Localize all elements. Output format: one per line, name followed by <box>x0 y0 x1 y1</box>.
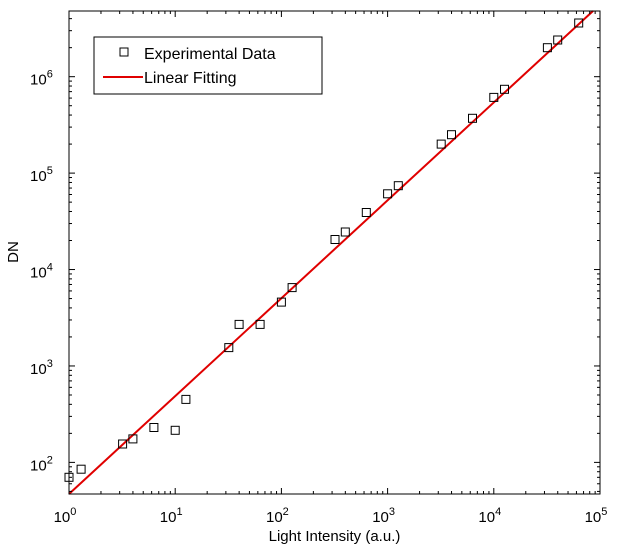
data-point <box>224 343 234 353</box>
legend: Experimental Data Linear Fitting <box>93 36 323 95</box>
data-point <box>447 130 456 140</box>
y-tick-labels: 102 103 104 105 106 <box>30 69 53 475</box>
data-point <box>276 297 286 307</box>
x-tick-label: 105 <box>585 506 608 526</box>
fit-line-layer <box>68 10 594 495</box>
data-point <box>500 84 509 94</box>
data-point <box>76 464 86 474</box>
data-point <box>128 434 138 444</box>
data-point <box>149 423 159 432</box>
x-axis-label: Light Intensity (a.u.) <box>269 528 401 545</box>
data-point <box>542 43 552 53</box>
y-tick-label: 104 <box>30 262 53 282</box>
data-point <box>468 113 477 123</box>
y-tick-label: 103 <box>30 358 53 378</box>
plot-frame <box>68 10 601 495</box>
data-point <box>383 189 393 199</box>
legend-label-fitting: Linear Fitting <box>144 70 237 87</box>
legend-box <box>93 36 323 95</box>
x-tick-label: 102 <box>266 506 289 526</box>
axis-ticks <box>68 11 601 494</box>
data-point <box>255 319 265 329</box>
y-tick-label: 102 <box>30 454 53 474</box>
x-tick-label: 104 <box>478 506 501 526</box>
legend-marker-square-icon <box>119 47 129 57</box>
x-tick-label: 101 <box>160 506 183 526</box>
data-point <box>361 208 371 217</box>
y-tick-label: 106 <box>30 69 53 89</box>
data-point <box>436 139 446 149</box>
data-point <box>340 227 350 237</box>
fit-line <box>68 10 594 495</box>
y-axis-label: DN <box>5 241 22 263</box>
data-point <box>181 394 191 404</box>
data-point <box>574 18 584 28</box>
x-tick-label: 100 <box>54 506 77 526</box>
data-point <box>330 235 340 244</box>
data-point <box>234 319 244 329</box>
data-point <box>489 92 499 102</box>
data-point <box>287 283 297 293</box>
x-tick-label: 103 <box>372 506 395 526</box>
data-point <box>553 35 563 45</box>
data-point <box>170 425 180 435</box>
y-tick-label: 105 <box>30 165 53 185</box>
legend-label-experimental: Experimental Data <box>144 46 276 63</box>
data-point <box>393 181 403 191</box>
x-tick-labels: 100 101 102 103 104 105 <box>54 506 608 526</box>
data-point <box>118 439 128 449</box>
